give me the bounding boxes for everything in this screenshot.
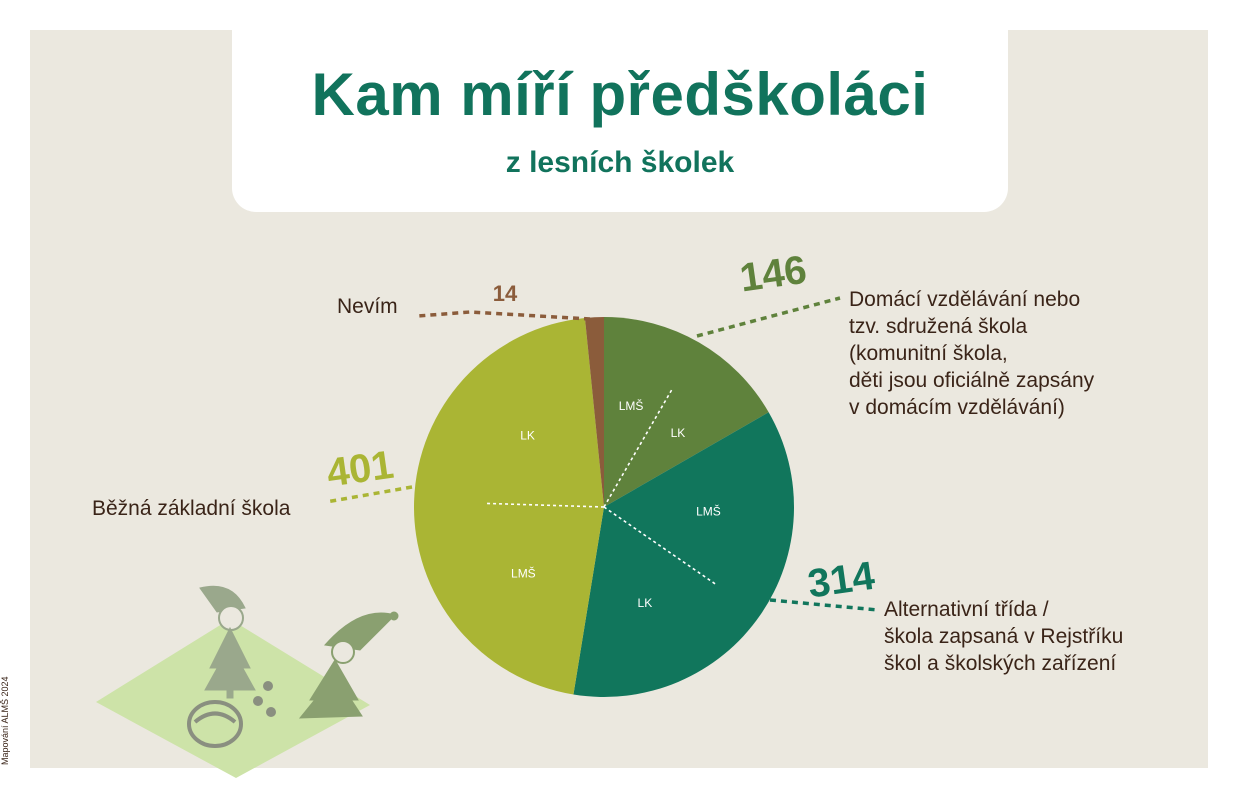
slice-value-label: 314 <box>805 554 878 607</box>
slice-category-line: škola zapsaná v Rejstříku <box>884 625 1124 648</box>
pie-sub-label: LMŠ <box>696 503 721 518</box>
pie-subdivider <box>603 388 674 508</box>
slice-category-line: Alternativní třída / <box>884 598 1049 621</box>
slice-category-line: Běžná základní škola <box>92 497 291 520</box>
leader-line <box>325 485 413 504</box>
slice-category-label: Běžná základní škola <box>92 495 290 522</box>
slice-value-label: 401 <box>324 443 396 496</box>
slice-category-line: Nevím <box>337 295 398 318</box>
gnome-left-icon <box>199 585 256 699</box>
slice-category-line: v domácím vzdělávání) <box>849 396 1065 419</box>
slice-category-line: tzv. sdružená škola <box>849 315 1028 338</box>
title-card: Kam míří předškoláci z lesních školek <box>232 0 1008 212</box>
page-subtitle: z lesních školek <box>505 146 735 179</box>
slice-category-line: škol a školských zařízení <box>884 652 1117 675</box>
pie-sub-label: LMŠ <box>619 398 644 413</box>
forest-kids-illustration <box>96 585 399 778</box>
page-title: Kam míří předškoláci <box>311 61 929 128</box>
pie-slice <box>413 317 604 695</box>
slice-category-line: děti jsou oficiálně zapsány <box>849 369 1095 392</box>
pie-slice <box>573 412 795 698</box>
credit-text: Mapování ALMŠ 2024 <box>0 676 10 765</box>
slice-category-line: (komunitní škola, <box>849 342 1008 365</box>
pie-sub-label: LK <box>520 429 535 443</box>
leader-line <box>769 598 879 612</box>
pie-sub-label: LK <box>638 596 653 610</box>
pie-slice <box>604 317 769 507</box>
pie-sub-label: LMŠ <box>511 565 536 580</box>
pie-sub-label: LK <box>671 426 686 440</box>
leader-line <box>696 296 841 338</box>
slice-category-label: Nevím <box>337 293 398 320</box>
slice-category-label: Alternativní třída / škola zapsaná v Rejs… <box>884 596 1123 677</box>
pie-subdivider <box>603 506 717 586</box>
slice-value-label: 146 <box>737 248 809 301</box>
pie-slice <box>584 317 604 507</box>
leader-line <box>417 310 591 321</box>
basket-icon <box>187 700 243 748</box>
slice-category-label: Domácí vzdělávání nebo tzv. sdružená škol… <box>849 286 1094 421</box>
slice-value-label: 14 <box>493 281 518 306</box>
gnome-right-icon <box>298 611 399 719</box>
slice-category-line: Domácí vzdělávání nebo <box>849 288 1081 311</box>
pie-subdivider <box>486 502 605 508</box>
